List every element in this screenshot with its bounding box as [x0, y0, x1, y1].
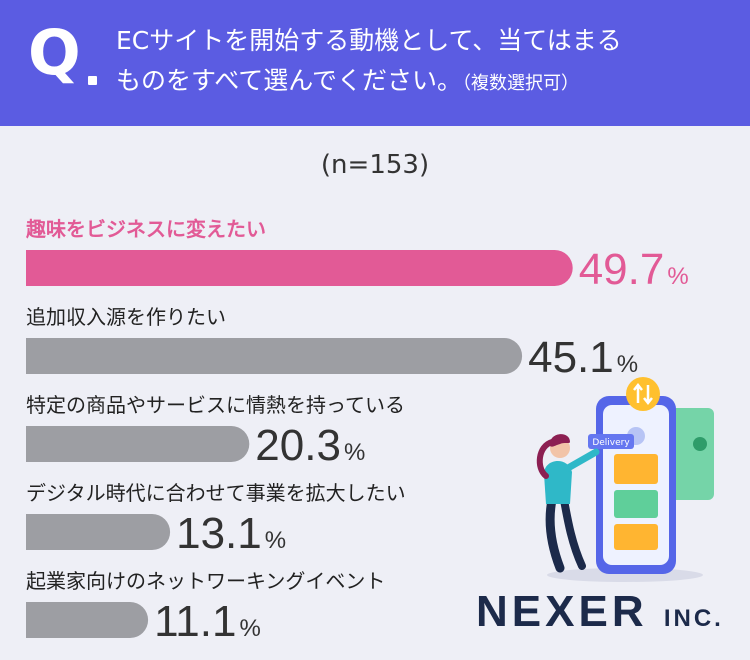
envelope-card-icon [614, 524, 658, 550]
question-line-1: ECサイトを開始する動機として、当てはまる [116, 26, 622, 55]
person-arm [564, 448, 600, 472]
category-label: 起業家向けのネットワーキングイベント [26, 569, 385, 593]
bar [26, 514, 171, 550]
delivery-badge [588, 434, 634, 449]
message-card-icon [614, 490, 658, 518]
person-ponytail [536, 439, 555, 479]
value-number: 13.1 [176, 509, 262, 558]
value-label: 45.1% [528, 333, 638, 382]
value-label: 13.1% [176, 509, 286, 558]
value-label: 11.1% [154, 597, 261, 646]
category-label: 追加収入源を作りたい [26, 305, 226, 329]
value-unit: % [617, 351, 638, 378]
category-label: 趣味をビジネスに変えたい [25, 217, 266, 241]
bar [26, 602, 149, 638]
online-shopping-illustration: Delivery [536, 377, 714, 582]
sample-size: (n=153) [320, 150, 430, 180]
value-unit: % [667, 263, 688, 290]
value-label: 49.7% [579, 245, 689, 294]
value-number: 20.3 [255, 421, 341, 470]
logo-word: NEXER [476, 587, 648, 636]
person-leg-right [560, 496, 586, 570]
nexer-logo: NEXER INC. [476, 587, 724, 637]
logo-suffix: INC. [663, 605, 724, 632]
value-number: 45.1 [528, 333, 614, 382]
question-mark-dot [88, 76, 97, 85]
transfer-arrows-icon [633, 382, 653, 406]
value-unit: % [265, 527, 286, 554]
question-mark: Q [28, 16, 81, 89]
value-unit: % [239, 615, 260, 642]
location-pin-icon [693, 437, 707, 451]
transfer-icon [626, 377, 660, 411]
value-label: 20.3% [255, 421, 365, 470]
bar [26, 426, 250, 462]
category-label: デジタル時代に合わせて事業を拡大したい [26, 481, 406, 505]
value-unit: % [344, 439, 365, 466]
delivery-badge-label: Delivery [592, 438, 630, 448]
person-hair [549, 434, 570, 447]
category-label: 特定の商品やサービスに情熱を持っている [26, 393, 405, 417]
value-number: 11.1 [154, 597, 236, 646]
person-legs [545, 495, 565, 573]
question-line-2-text: ものをすべて選んでください。 [116, 66, 463, 95]
bar [26, 250, 573, 286]
value-number: 49.7 [579, 245, 665, 294]
question-line-2: ものをすべて選んでください。（複数選択可） [116, 66, 579, 96]
question-note: （複数選択可） [462, 73, 580, 94]
person-torso [544, 460, 572, 504]
email-card-icon [614, 454, 658, 484]
bar [26, 338, 523, 374]
question-header: Q ECサイトを開始する動機として、当てはまる ものをすべて選んでください。（複… [0, 0, 750, 126]
